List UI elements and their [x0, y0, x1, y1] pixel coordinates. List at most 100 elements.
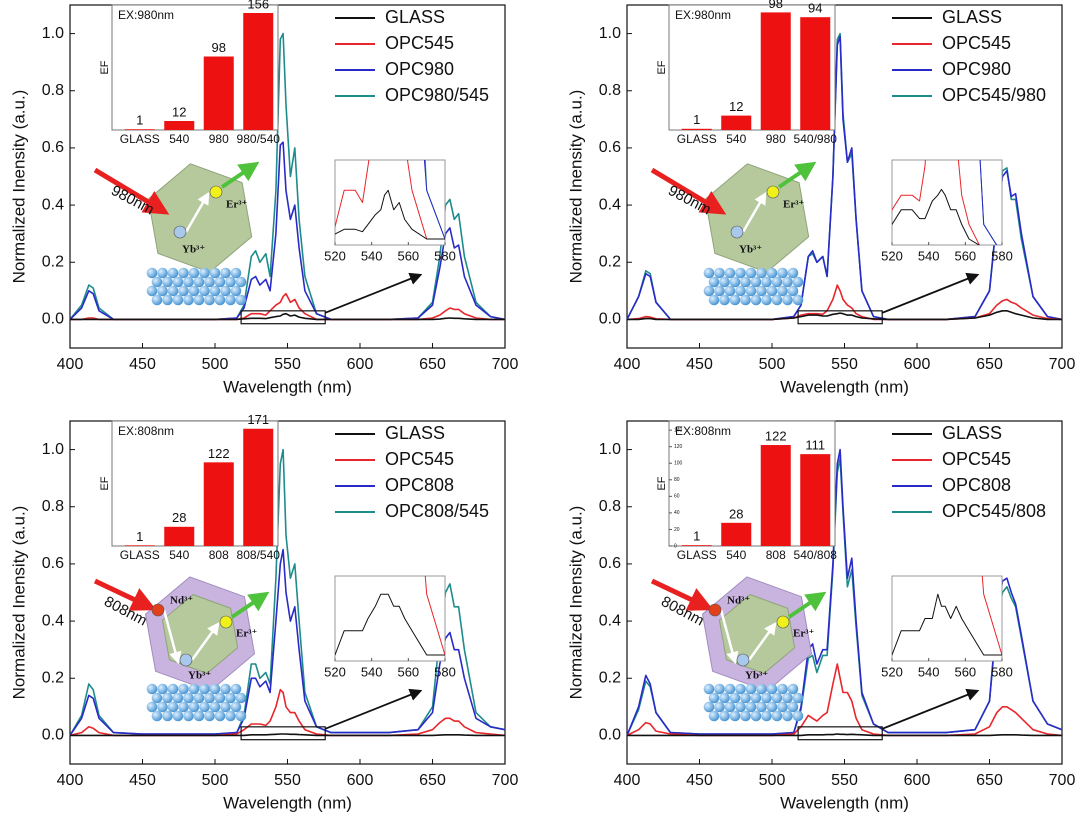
inset-value-label: 28	[172, 510, 186, 525]
sphere	[193, 692, 205, 704]
sphere	[703, 683, 715, 695]
zoom-x-tick-label: 540	[361, 664, 383, 679]
legend-label: OPC545/980	[942, 85, 1046, 105]
y-tick-label: 1.0	[42, 25, 64, 42]
ion-label: Yb³⁺	[188, 670, 211, 682]
sphere	[756, 683, 767, 695]
sphere	[714, 683, 725, 695]
sphere	[735, 701, 746, 713]
inset-bar	[243, 13, 274, 130]
y-tick-label: 0.6	[42, 555, 64, 572]
zoom-frame	[891, 575, 1003, 662]
sphere	[220, 267, 231, 279]
x-tick-label: 450	[129, 772, 156, 789]
inset-category: 540	[726, 548, 746, 562]
legend-label: GLASS	[942, 7, 1002, 27]
sphere	[708, 276, 720, 288]
sphere	[151, 710, 163, 722]
legend-label: OPC980	[942, 59, 1011, 79]
sphere	[162, 692, 173, 704]
sphere	[204, 276, 215, 288]
sphere	[729, 276, 741, 288]
sphere	[761, 276, 772, 288]
sphere	[761, 692, 772, 704]
zoom-x-tick-label: 520	[324, 248, 346, 263]
x-tick-label: 500	[202, 356, 229, 373]
sphere	[745, 701, 757, 713]
y-tick-label: 0.0	[42, 311, 64, 328]
zoom-line	[892, 593, 1002, 656]
inset-bar	[721, 522, 752, 546]
x-tick-label: 550	[274, 356, 301, 373]
x-tick-label: 700	[1049, 772, 1076, 789]
transfer-arrow	[162, 609, 182, 665]
zoom-arrow	[881, 272, 980, 314]
inset-value-label: 94	[808, 1, 822, 16]
sphere	[787, 701, 799, 713]
inset-y-tick-label: 20	[674, 527, 680, 533]
sphere	[787, 267, 799, 279]
inset-y-tick-label: 40	[674, 510, 680, 516]
inset-category: 540	[169, 132, 189, 146]
sphere	[214, 692, 226, 704]
excitation-label: 808nm	[101, 593, 149, 630]
zoom-arrow	[324, 688, 423, 730]
y-tick-label: 0.8	[599, 82, 621, 99]
sphere	[167, 683, 179, 695]
transfer-arrow	[747, 621, 777, 661]
y-tick-label: 0.4	[42, 612, 64, 629]
sphere	[193, 276, 205, 288]
sphere	[714, 267, 725, 279]
y-tick-label: 0.0	[599, 311, 621, 328]
x-tick-label: 400	[57, 772, 84, 789]
sphere	[719, 276, 730, 288]
sphere	[777, 267, 788, 279]
inset-category: 540/808	[794, 548, 838, 562]
x-tick-label: 550	[274, 772, 301, 789]
sphere	[235, 294, 247, 306]
sphere	[214, 276, 226, 288]
ion-label: Nd³⁺	[170, 595, 193, 607]
sphere	[771, 710, 783, 722]
transfer-arrow	[190, 621, 220, 661]
y-tick-label: 1.0	[599, 25, 621, 42]
y-tick-label: 0.8	[42, 82, 64, 99]
sphere	[193, 294, 205, 306]
x-tick-label: 550	[831, 772, 858, 789]
excitation-label: 980nm	[108, 182, 156, 219]
x-tick-label: 450	[129, 356, 156, 373]
y-tick-label: 0.2	[42, 253, 64, 270]
sphere	[204, 692, 215, 704]
inset-bar	[124, 545, 155, 546]
sphere	[782, 276, 793, 288]
sphere	[724, 683, 736, 695]
sphere	[729, 710, 741, 722]
sphere	[209, 285, 221, 297]
legend-label: OPC808	[942, 475, 1011, 495]
legend-label: OPC980	[385, 59, 454, 79]
inset-value-label: 12	[172, 104, 186, 119]
y-axis-label: Normalized Inensity (a.u.)	[9, 506, 28, 700]
sphere	[771, 692, 783, 704]
zoom-region	[797, 726, 883, 741]
series-line	[70, 292, 505, 321]
sphere	[745, 267, 757, 279]
emission-arrow	[230, 591, 270, 619]
sphere	[230, 701, 242, 713]
inset-y-tick-label: 120	[674, 444, 683, 450]
y-tick-label: 0.4	[599, 196, 621, 213]
zoom-frame	[334, 159, 446, 246]
x-tick-label: 450	[686, 356, 713, 373]
zoom-x-tick-label: 560	[397, 664, 419, 679]
ion	[766, 185, 780, 199]
series-line	[626, 448, 1063, 736]
zoom-line	[892, 188, 980, 245]
legend-label: GLASS	[942, 423, 1002, 443]
inset-value-label: 12	[729, 99, 743, 114]
zoom-x-tick-label: 560	[954, 248, 976, 263]
inset-bar	[203, 462, 234, 546]
sphere	[750, 294, 762, 306]
sphere	[225, 294, 236, 306]
sphere	[204, 294, 215, 306]
sphere	[157, 267, 168, 279]
